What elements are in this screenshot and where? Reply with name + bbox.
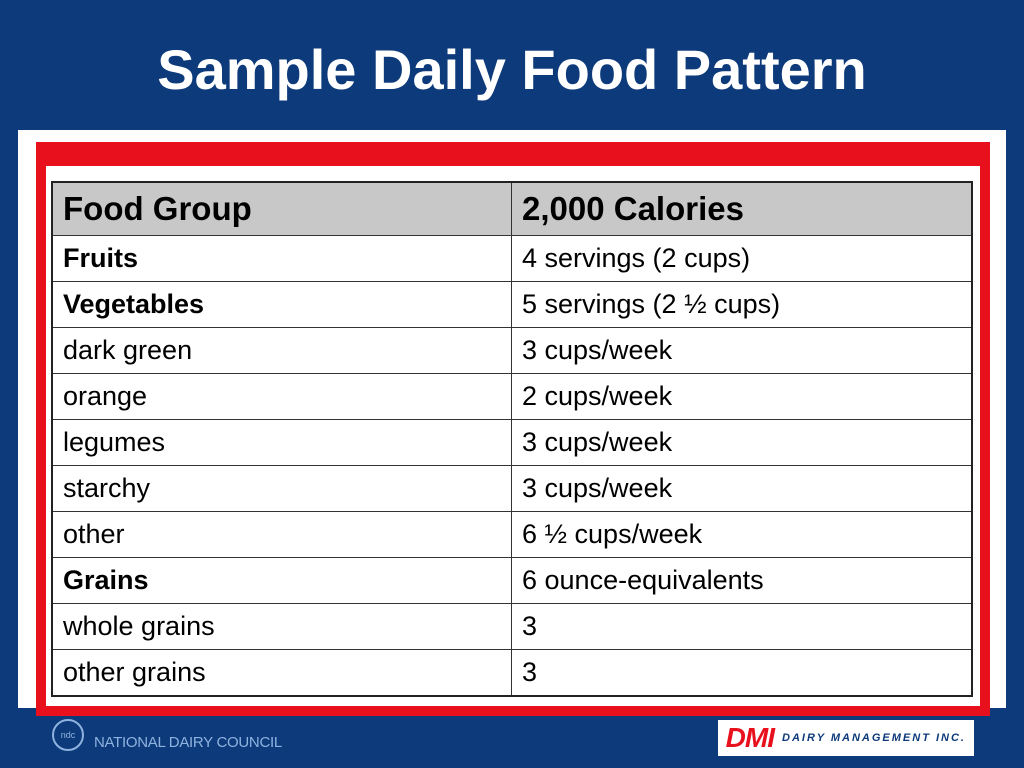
food-group-cell: legumes — [51, 419, 512, 466]
amount-cell: 6 ½ cups/week — [511, 511, 973, 558]
header-food-group: Food Group — [51, 181, 512, 236]
dmi-logo-mark: DMI — [725, 722, 775, 753]
ndc-badge-icon: ndc — [52, 719, 84, 751]
table-row: Grains 6 ounce-equivalents — [51, 557, 973, 604]
amount-cell: 2 cups/week — [511, 373, 973, 420]
table-row: Fruits 4 servings (2 cups) — [51, 235, 973, 282]
ndc-wordmark: NATIONAL DAIRY COUNCIL — [94, 733, 282, 751]
amount-cell: 6 ounce-equivalents — [511, 557, 973, 604]
slide-title: Sample Daily Food Pattern — [157, 38, 867, 101]
food-group-cell: starchy — [51, 465, 512, 512]
food-pattern-table: Food Group 2,000 Calories Fruits 4 servin… — [51, 181, 973, 697]
table-header-row: Food Group 2,000 Calories — [51, 181, 973, 236]
food-group-cell: Vegetables — [51, 281, 512, 328]
amount-cell: 3 cups/week — [511, 327, 973, 374]
table-row: starchy 3 cups/week — [51, 465, 973, 512]
food-group-cell: whole grains — [51, 603, 512, 650]
header-calories: 2,000 Calories — [511, 181, 973, 236]
food-group-cell: other grains — [51, 649, 512, 697]
amount-cell: 3 — [511, 649, 973, 697]
table-body: Fruits 4 servings (2 cups) Vegetables 5 ser… — [51, 235, 973, 697]
dmi-wordmark: DAIRY MANAGEMENT INC. — [782, 732, 966, 744]
table-row: legumes 3 cups/week — [51, 419, 973, 466]
dmi-logo: DMI DAIRY MANAGEMENT INC. — [717, 720, 974, 756]
food-group-cell: Fruits — [51, 235, 512, 282]
table-row: Vegetables 5 servings (2 ½ cups) — [51, 281, 973, 328]
table-row: other grains 3 — [51, 649, 973, 697]
food-group-cell: orange — [51, 373, 512, 420]
table-row: dark green 3 cups/week — [51, 327, 973, 374]
amount-cell: 4 servings (2 cups) — [511, 235, 973, 282]
ndc-logo: ndc NATIONAL DAIRY COUNCIL — [52, 715, 282, 755]
table-row: orange 2 cups/week — [51, 373, 973, 420]
food-group-cell: Grains — [51, 557, 512, 604]
food-group-cell: other — [51, 511, 512, 558]
amount-cell: 5 servings (2 ½ cups) — [511, 281, 973, 328]
table-row: other 6 ½ cups/week — [51, 511, 973, 558]
food-group-cell: dark green — [51, 327, 512, 374]
amount-cell: 3 cups/week — [511, 419, 973, 466]
table-row: whole grains 3 — [51, 603, 973, 650]
amount-cell: 3 — [511, 603, 973, 650]
amount-cell: 3 cups/week — [511, 465, 973, 512]
